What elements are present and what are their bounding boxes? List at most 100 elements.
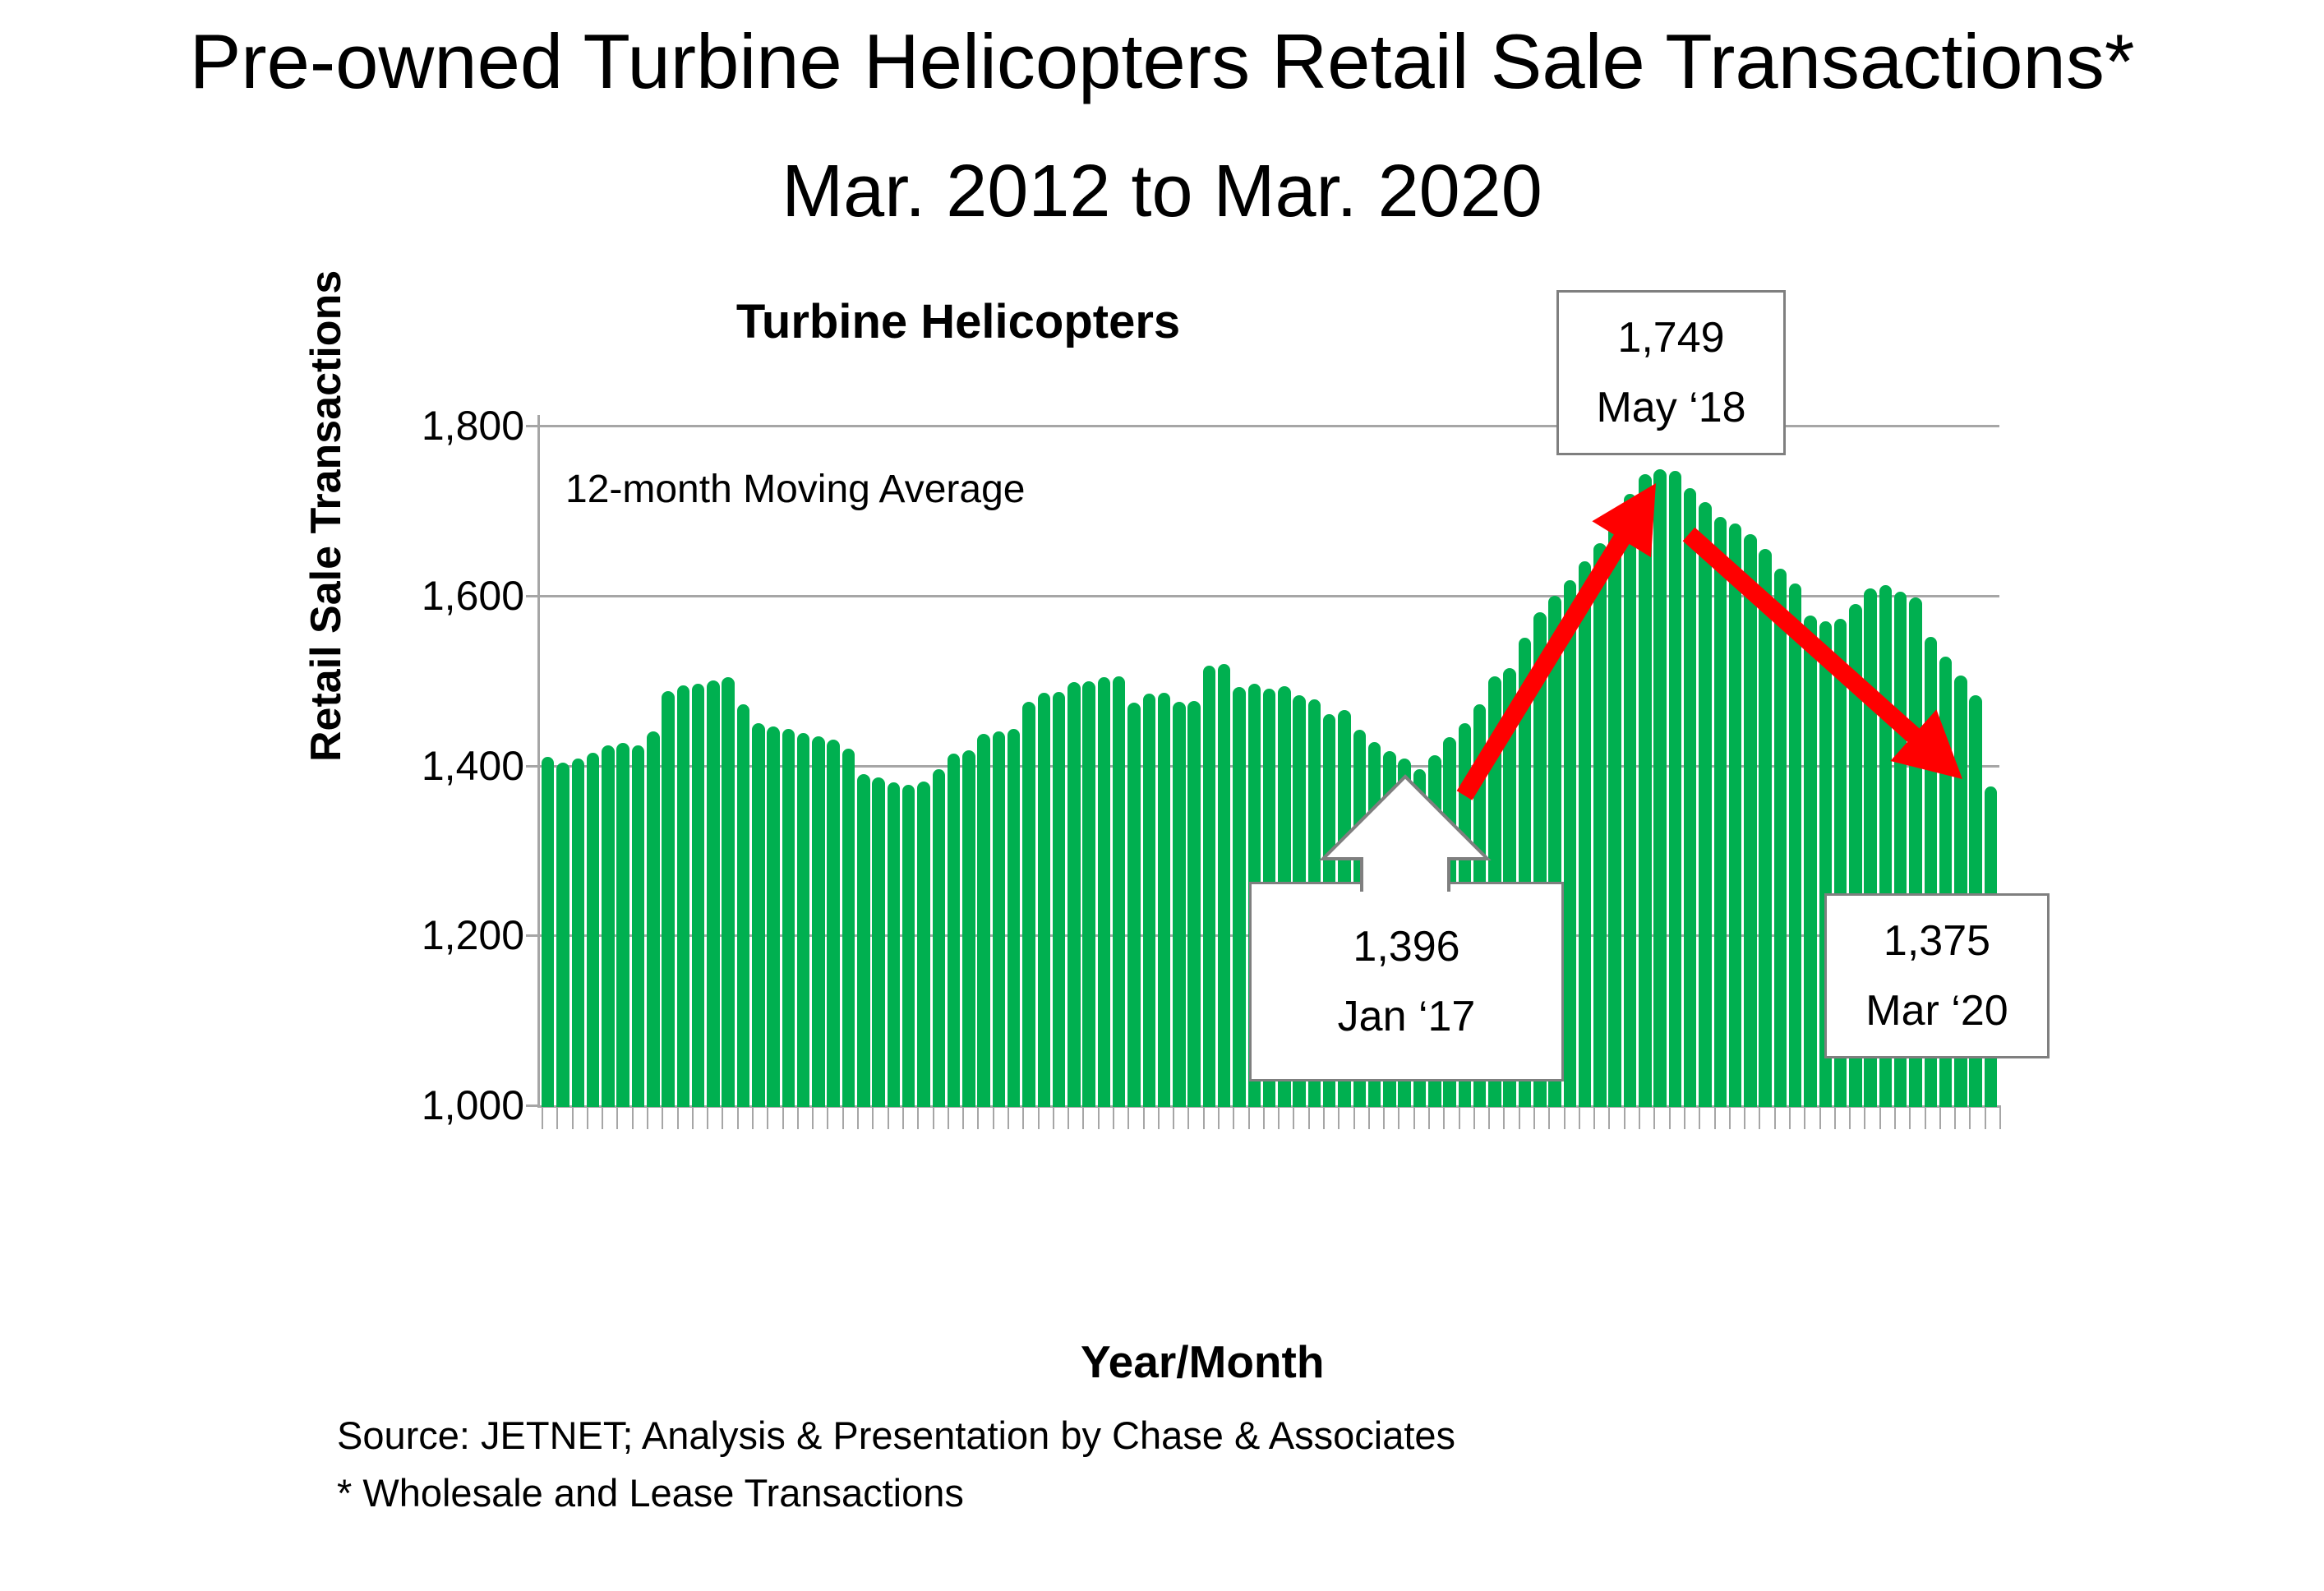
annotation-end-value: 1,375 bbox=[1883, 917, 1991, 966]
x-tick bbox=[1443, 1108, 1446, 1129]
bar bbox=[1097, 676, 1111, 1107]
x-tick bbox=[1097, 1108, 1100, 1129]
x-tick bbox=[1067, 1108, 1070, 1129]
x-tick bbox=[1413, 1108, 1415, 1129]
bar bbox=[1112, 676, 1126, 1107]
bar bbox=[1804, 615, 1817, 1107]
x-tick bbox=[1127, 1108, 1130, 1129]
x-tick bbox=[1548, 1108, 1551, 1129]
x-tick bbox=[1353, 1108, 1355, 1129]
x-tick bbox=[977, 1108, 980, 1129]
footer-asterisk-line: * Wholesale and Lease Transactions bbox=[337, 1470, 964, 1515]
x-tick bbox=[857, 1108, 860, 1129]
x-tick bbox=[1398, 1108, 1400, 1129]
y-tick-label: 1,800 bbox=[421, 403, 524, 449]
y-tick-label: 1,600 bbox=[421, 573, 524, 619]
x-tick bbox=[542, 1108, 543, 1129]
y-tick bbox=[526, 1104, 540, 1107]
bar bbox=[1127, 703, 1141, 1107]
x-tick bbox=[1773, 1108, 1776, 1129]
x-tick bbox=[1187, 1108, 1190, 1129]
x-axis-title: Year/Month bbox=[1081, 1336, 1325, 1387]
x-tick bbox=[932, 1108, 934, 1129]
bar bbox=[1563, 580, 1577, 1107]
bar bbox=[556, 763, 569, 1107]
x-tick bbox=[1202, 1108, 1205, 1129]
x-tick bbox=[887, 1108, 889, 1129]
bar bbox=[707, 680, 720, 1107]
x-tick bbox=[1728, 1108, 1731, 1129]
footer: Source: JETNET; Analysis & Presentation … bbox=[337, 1407, 1455, 1521]
x-tick bbox=[1819, 1108, 1821, 1129]
bar bbox=[1728, 523, 1742, 1107]
y-tick bbox=[526, 425, 540, 427]
x-tick bbox=[992, 1108, 994, 1129]
x-tick bbox=[1924, 1108, 1926, 1129]
x-tick bbox=[1307, 1108, 1310, 1129]
y-tick-label: 1,000 bbox=[421, 1082, 524, 1128]
bar bbox=[796, 733, 810, 1107]
gridline bbox=[539, 595, 1999, 597]
y-tick-label: 1,400 bbox=[421, 743, 524, 789]
x-tick bbox=[1367, 1108, 1370, 1129]
x-tick bbox=[1984, 1108, 1986, 1129]
x-tick bbox=[767, 1108, 769, 1129]
bar bbox=[1187, 700, 1201, 1107]
x-tick bbox=[1022, 1108, 1025, 1129]
bar bbox=[616, 742, 629, 1107]
bar bbox=[932, 768, 945, 1107]
x-tick bbox=[1278, 1108, 1280, 1129]
x-tick bbox=[1157, 1108, 1160, 1129]
x-tick bbox=[1578, 1108, 1580, 1129]
x-tick bbox=[1247, 1108, 1250, 1129]
page-title-line1: Pre-owned Turbine Helicopters Retail Sal… bbox=[189, 18, 2135, 104]
x-tick bbox=[1833, 1108, 1836, 1129]
x-tick bbox=[1879, 1108, 1881, 1129]
x-tick bbox=[947, 1108, 949, 1129]
bar bbox=[1173, 701, 1186, 1107]
bar bbox=[887, 782, 901, 1107]
x-tick bbox=[842, 1108, 844, 1129]
bar bbox=[1623, 493, 1637, 1107]
bar bbox=[722, 676, 735, 1107]
x-tick bbox=[1112, 1108, 1114, 1129]
x-tick bbox=[1323, 1108, 1325, 1129]
bar bbox=[602, 745, 615, 1107]
bar bbox=[1007, 729, 1021, 1107]
x-tick bbox=[827, 1108, 829, 1129]
x-tick bbox=[556, 1108, 559, 1129]
bar bbox=[872, 777, 885, 1107]
bar bbox=[647, 731, 660, 1107]
x-tick bbox=[962, 1108, 965, 1129]
x-tick bbox=[1262, 1108, 1265, 1129]
x-tick bbox=[1458, 1108, 1460, 1129]
x-tick bbox=[662, 1108, 664, 1129]
annotation-peak: 1,749 May ‘18 bbox=[1556, 290, 1786, 455]
bar bbox=[1788, 583, 1802, 1107]
bar bbox=[1639, 473, 1652, 1107]
bar bbox=[782, 729, 795, 1107]
x-tick bbox=[571, 1108, 574, 1129]
x-tick bbox=[1233, 1108, 1235, 1129]
x-tick bbox=[1608, 1108, 1611, 1129]
x-tick bbox=[1713, 1108, 1716, 1129]
y-axis-line bbox=[537, 415, 540, 1108]
bar bbox=[1202, 665, 1216, 1107]
bar bbox=[1668, 470, 1682, 1107]
bar bbox=[1082, 681, 1095, 1107]
x-tick bbox=[812, 1108, 814, 1129]
x-tick bbox=[1744, 1108, 1746, 1129]
x-tick bbox=[691, 1108, 694, 1129]
bar bbox=[752, 722, 765, 1107]
x-tick bbox=[1217, 1108, 1220, 1129]
x-tick bbox=[707, 1108, 709, 1129]
page-title-line2: Mar. 2012 to Mar. 2020 bbox=[782, 150, 1542, 233]
bar bbox=[1744, 534, 1757, 1107]
bar bbox=[1608, 519, 1621, 1107]
x-tick bbox=[647, 1108, 649, 1129]
chart-subtitle: Turbine Helicopters bbox=[735, 295, 1181, 348]
bar bbox=[1713, 516, 1727, 1107]
bar bbox=[1037, 692, 1050, 1107]
x-tick bbox=[1653, 1108, 1656, 1129]
bar bbox=[827, 740, 840, 1107]
